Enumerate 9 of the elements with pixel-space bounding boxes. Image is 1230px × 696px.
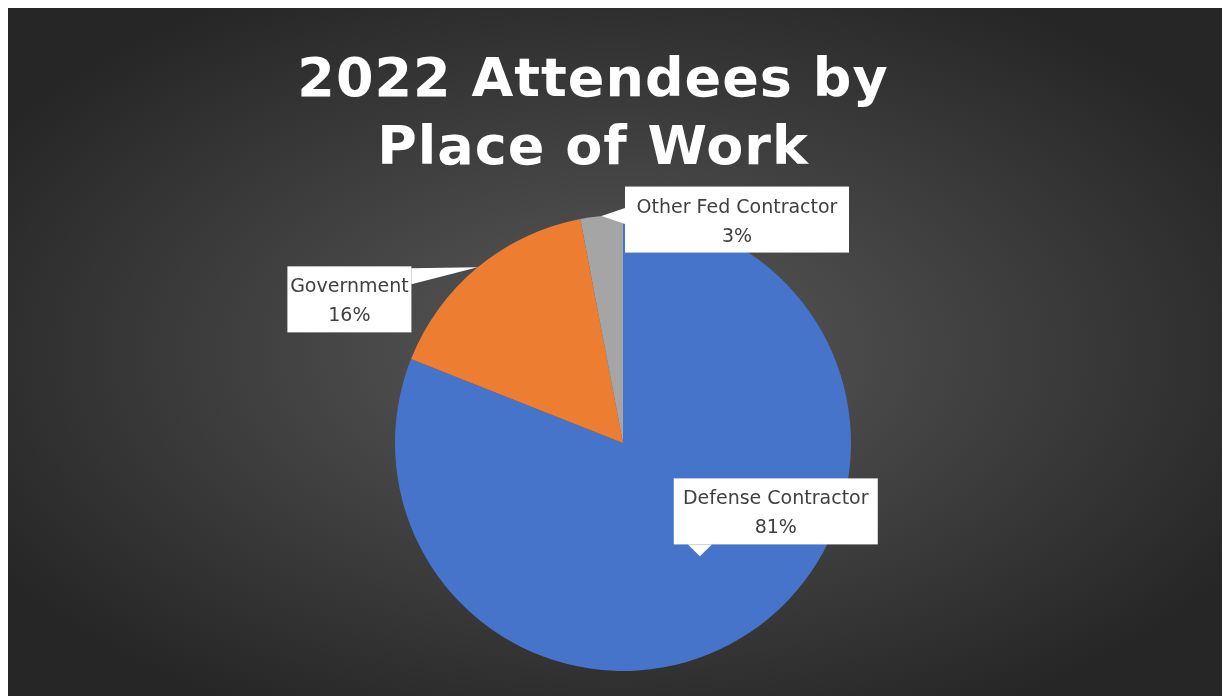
data-label: 81% [754, 515, 797, 538]
data-label: 16% [328, 303, 371, 326]
pie-slice [411, 219, 623, 443]
slice-label: Government [290, 274, 409, 297]
pie-slice [580, 215, 623, 443]
slice-label: Defense Contractor [682, 486, 869, 509]
slice-label: Other Fed Contractor [636, 194, 838, 217]
chart-title: 2022 Attendees by Place of Work [297, 46, 889, 177]
data-label: 3% [721, 223, 753, 246]
